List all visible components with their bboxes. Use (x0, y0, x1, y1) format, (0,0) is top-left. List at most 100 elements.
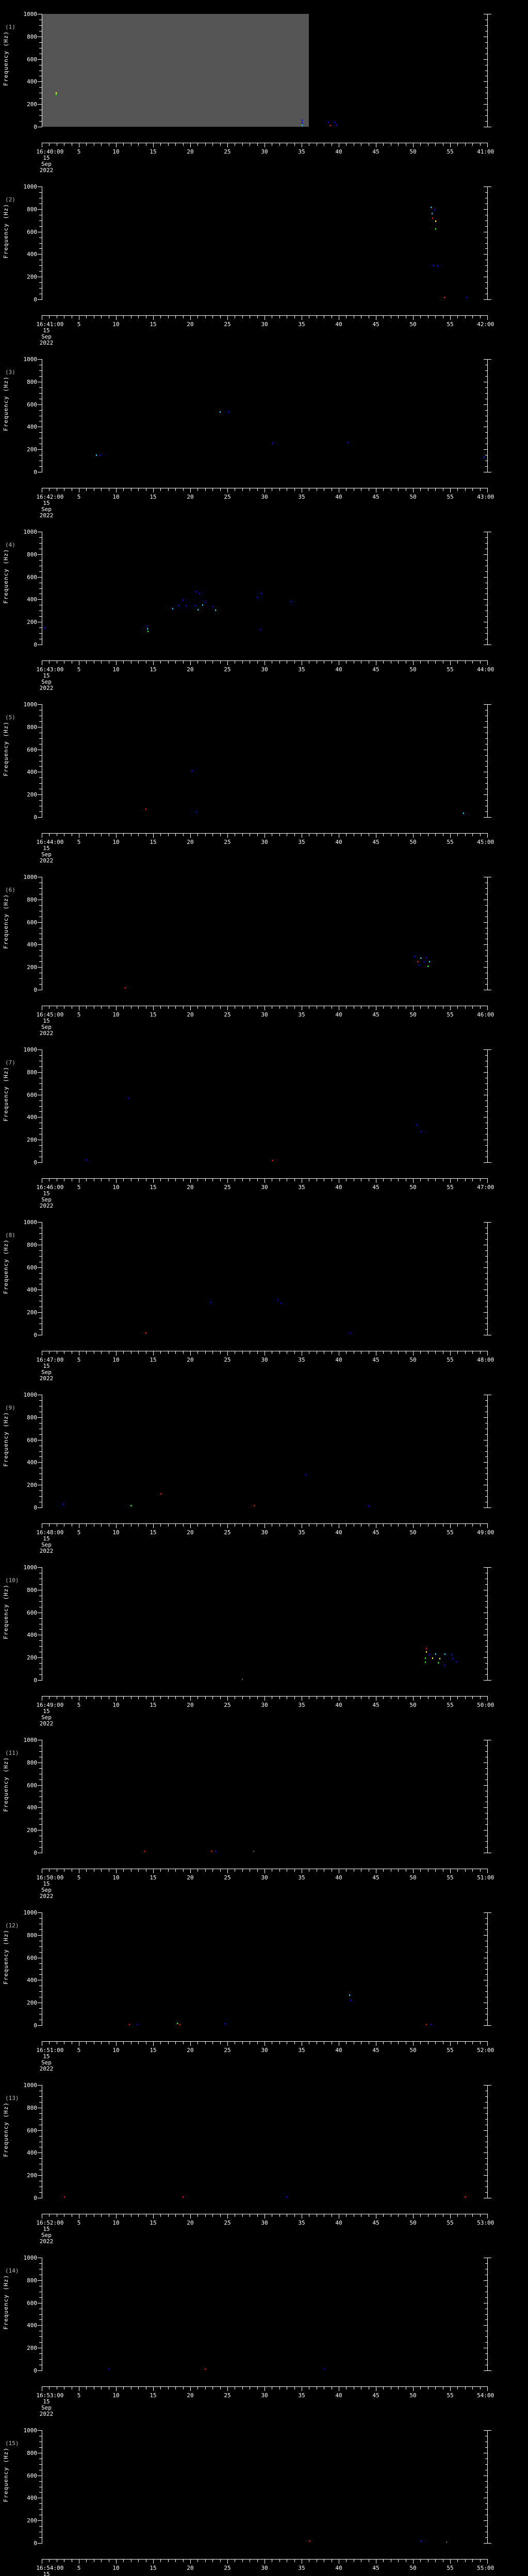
x-tick (153, 1006, 154, 1010)
x-tick (257, 143, 258, 146)
y-tick-label: 600 (27, 1609, 37, 1616)
y-tick-right (485, 2102, 488, 2103)
y-tick-left (39, 1847, 42, 1848)
x-tick (465, 834, 466, 836)
x-tick (138, 2042, 139, 2044)
y-tick-left (38, 1935, 42, 1936)
panel-number: (5) (5, 714, 15, 721)
x-tick (183, 661, 184, 664)
y-tick-label: 800 (27, 1586, 37, 1594)
y-tick-left (38, 1222, 42, 1223)
x-axis-end-label: 43:00 (477, 494, 494, 500)
y-tick-left (39, 1969, 42, 1970)
panel-number: (11) (5, 1750, 19, 1756)
date-line: 2022 (39, 1893, 54, 1900)
x-tick (205, 1697, 206, 1699)
x-tick (242, 316, 243, 318)
x-tick (220, 2387, 221, 2389)
x-tick (465, 488, 466, 491)
x-tick-label: 20 (187, 2392, 194, 2399)
detection-marker (271, 1159, 273, 1161)
y-tick-left (39, 2526, 42, 2527)
x-tick-label: 15 (150, 148, 157, 155)
plot-area (42, 1049, 487, 1162)
axis-cap (487, 817, 491, 818)
x-tick (257, 1697, 258, 1699)
x-tick (257, 1524, 258, 1527)
x-tick (465, 1697, 466, 1699)
y-tick-right (485, 1929, 488, 1930)
y-tick-right (484, 1567, 488, 1568)
y-tick-left (39, 2481, 42, 2482)
x-tick (160, 143, 161, 146)
date-line: 15 (43, 327, 50, 334)
y-tick-left (39, 1233, 42, 1234)
x-tick-label: 5 (77, 2565, 81, 2571)
x-tick-label: 50 (409, 1702, 417, 1708)
spectrogram-panel: 0 200 400 600 800 1000 Frequency (Hz) (10) 16:49… (0, 1553, 528, 1727)
y-tick-right (484, 599, 488, 600)
x-axis-end-label: 46:00 (477, 1011, 494, 1018)
y-axis-title: Frequency (Hz) (3, 31, 9, 86)
y-tick-left (38, 2175, 42, 2176)
y-tick-right (485, 1991, 488, 1992)
y-tick-label: 200 (27, 1482, 37, 1489)
x-axis-line (42, 315, 488, 316)
detection-marker (308, 2540, 310, 2543)
y-tick-right (485, 1295, 488, 1296)
axis-cap (487, 1222, 491, 1223)
x-tick (86, 488, 87, 491)
x-axis-start-label: 16:43:00 (36, 666, 64, 673)
x-tick (168, 661, 169, 664)
detection-marker (147, 630, 149, 632)
x-tick-label: 25 (224, 2219, 231, 2226)
y-tick-left (38, 1072, 42, 1073)
panel-number: (7) (5, 1059, 15, 1066)
x-tick-label: 50 (409, 1357, 417, 1363)
x-tick (49, 1351, 50, 1354)
y-tick-label: 800 (27, 723, 37, 731)
x-tick (227, 834, 228, 838)
y-tick-right (485, 1145, 488, 1146)
y-tick-label: 400 (27, 596, 37, 603)
x-tick (220, 1869, 221, 1872)
panel-number: (12) (5, 1922, 19, 1929)
y-tick-right (485, 1256, 488, 1257)
x-tick-label: 25 (224, 2392, 231, 2399)
y-tick-right (485, 1100, 488, 1101)
y-tick-right (485, 1841, 488, 1842)
date-line: 2022 (39, 2411, 54, 2417)
x-tick (413, 2042, 414, 2046)
y-tick-left (39, 2492, 42, 2493)
x-tick (480, 834, 481, 836)
x-tick (123, 1524, 124, 1527)
detection-marker (277, 1298, 279, 1300)
x-tick (257, 1351, 258, 1354)
x-tick (383, 661, 384, 664)
x-tick (183, 1351, 184, 1354)
y-tick-right (485, 2537, 488, 2538)
x-tick (420, 661, 421, 664)
y-axis-title: Frequency (Hz) (3, 549, 9, 604)
y-tick-right (485, 2263, 488, 2264)
y-tick-right (484, 449, 488, 450)
x-axis-line (42, 1523, 488, 1524)
y-tick-label: 200 (27, 1827, 37, 1834)
y-tick-label: 1000 (23, 1737, 38, 1743)
x-tick (227, 2560, 228, 2564)
x-tick (465, 2042, 466, 2044)
y-tick-right (485, 1629, 488, 1630)
x-axis-end-label: 45:00 (477, 839, 494, 845)
y-tick-label: 200 (27, 2172, 37, 2179)
x-tick-label: 5 (77, 2392, 81, 2399)
y-tick-label: 400 (27, 2149, 37, 2157)
y-tick-left (38, 1785, 42, 1786)
x-tick-label: 45 (372, 2047, 380, 2054)
x-tick (190, 2214, 191, 2218)
y-tick-left (39, 1256, 42, 1257)
x-tick-label: 30 (261, 1529, 268, 1536)
detection-marker (146, 628, 148, 630)
detection-marker (160, 1493, 161, 1495)
